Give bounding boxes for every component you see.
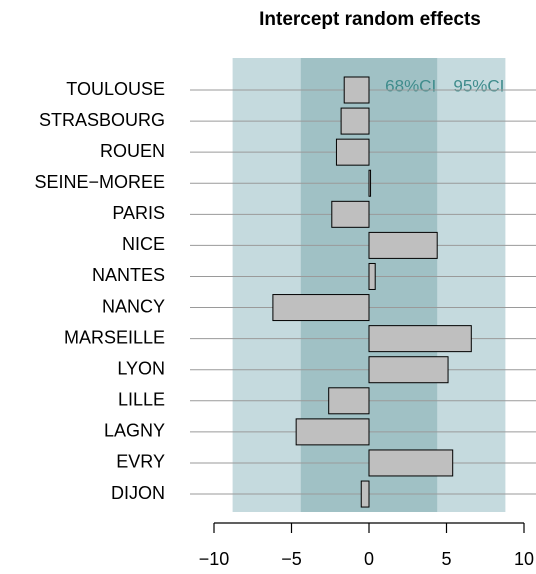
y-tick-label: PARIS [112, 203, 165, 223]
bar [335, 138, 370, 166]
y-tick-label: DIJON [111, 483, 165, 503]
bar [328, 387, 370, 415]
bar [368, 356, 449, 384]
x-tick-label: 5 [441, 549, 451, 569]
y-tick-label: LAGNY [104, 421, 165, 441]
y-tick-label: TOULOUSE [66, 79, 165, 99]
bar [331, 200, 370, 228]
bar [360, 480, 370, 508]
y-tick-label: STRASBOURG [39, 110, 165, 130]
y-tick-label: NANCY [102, 296, 165, 316]
y-tick-label: LILLE [118, 390, 165, 410]
ci-band-label: 68%CI [385, 76, 436, 95]
bar [368, 449, 454, 477]
y-tick-label: ROUEN [100, 141, 165, 161]
y-tick-label: NICE [122, 234, 165, 254]
bar [340, 107, 370, 135]
x-tick-label: −10 [199, 549, 230, 569]
y-tick-label: SEINE−MOREE [34, 172, 165, 192]
bar [368, 262, 376, 290]
bar [368, 231, 438, 259]
y-tick-label: LYON [117, 358, 165, 378]
bar [295, 418, 370, 446]
ci-band-label: 95%CI [453, 76, 504, 95]
y-tick-label: NANTES [92, 265, 165, 285]
bar [343, 76, 370, 104]
x-tick-label: 0 [364, 549, 374, 569]
chart-title: Intercept random effects [259, 9, 481, 30]
y-tick-label: EVRY [116, 452, 165, 472]
x-tick-label: 10 [514, 549, 534, 569]
bar [368, 169, 372, 197]
bar [272, 294, 370, 322]
bar [368, 325, 472, 353]
x-tick-label: −5 [281, 549, 302, 569]
y-tick-label: MARSEILLE [64, 327, 165, 347]
